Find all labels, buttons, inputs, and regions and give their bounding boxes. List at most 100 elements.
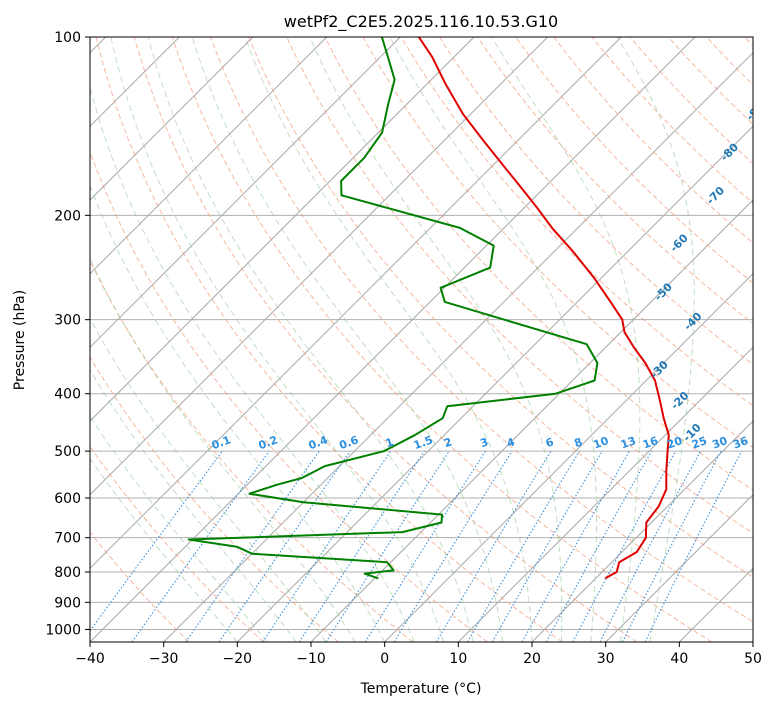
mixing-ratio-line (185, 450, 320, 642)
x-tick-label: 10 (449, 651, 467, 667)
mixing-ratio-label: 36 (731, 434, 750, 452)
mixing-ratio-label: 6 (544, 435, 556, 450)
x-tick-label: −20 (223, 651, 253, 667)
dry-adiabat-line (210, 37, 753, 623)
moist-adiabats (90, 37, 695, 642)
dry-adiabat-line (90, 259, 414, 642)
isotherm-line (236, 125, 753, 642)
y-tick-label: 900 (54, 595, 81, 611)
moist-adiabat-line (309, 37, 563, 642)
mixing-ratio-label: 13 (619, 434, 638, 451)
mixing-ratio-line (364, 450, 486, 642)
moist-adiabat-line (90, 317, 327, 642)
y-tick-label: 500 (54, 444, 81, 460)
mixing-ratio-line (131, 450, 270, 642)
mixing-ratio-label: 3 (478, 435, 490, 450)
x-tick-label: 30 (597, 651, 615, 667)
dry-adiabat-line (90, 531, 190, 642)
profile-series (187, 37, 670, 580)
plot-frame (89, 36, 754, 643)
y-tick-label: 400 (54, 387, 81, 403)
dry-adiabat-line (324, 37, 753, 491)
mixing-ratio-lines (90, 450, 743, 642)
mixing-ratio-line (545, 450, 653, 642)
mixing-ratio-line (572, 450, 677, 642)
x-tick-label: 0 (380, 651, 389, 667)
moist-adiabat-line (244, 37, 533, 642)
mixing-ratio-line (491, 450, 603, 642)
moist-adiabat-line (90, 257, 356, 642)
y-tick-label: 700 (54, 531, 81, 547)
y-tick-label: 200 (54, 208, 81, 224)
dry-adiabat-line (477, 37, 753, 325)
moist-adiabat-line (110, 37, 445, 642)
y-axis-ticks: 100 200 300 400 500 600 700 800 900 1000 (45, 30, 90, 638)
y-tick-label: 600 (54, 491, 81, 507)
mixing-ratio-line (521, 450, 630, 642)
moist-adiabat-line (90, 369, 297, 642)
moist-adiabat-line (90, 415, 268, 642)
moist-adiabat-line (90, 85, 415, 642)
moist-adiabat-line (90, 184, 386, 642)
y-axis-label: Pressure (hPa) (12, 290, 28, 390)
isotherm-line (90, 37, 254, 201)
isotherm-line (90, 37, 622, 570)
contour-labels: 0.10.20.40.611.52346810131620253036-100-… (210, 100, 767, 452)
isotherm-line (90, 37, 328, 275)
isotherm-line (384, 272, 753, 642)
moist-adiabat-line (191, 37, 503, 642)
dry-adiabat-line (133, 37, 638, 642)
mixing-ratio-label: 0.4 (307, 433, 330, 452)
x-tick-label: 20 (523, 651, 541, 667)
x-tick-label: −40 (75, 651, 105, 667)
isotherm-line (163, 51, 753, 642)
dry-adiabat-line (95, 37, 563, 642)
isotherm-line (90, 37, 696, 642)
dry-adiabat-label: -90 (744, 100, 767, 123)
mixing-ratio-label: 2 (442, 435, 454, 450)
mixing-ratio-line (90, 450, 223, 632)
pressure-grid (90, 37, 753, 630)
x-tick-label: −10 (296, 651, 326, 667)
mixing-ratio-label: 1 (384, 435, 396, 450)
dry-adiabat-line (286, 37, 753, 534)
x-tick-label: 40 (670, 651, 688, 667)
isotherm-line (90, 37, 549, 496)
dry-adiabat-line (362, 37, 753, 449)
dry-adiabats (90, 37, 753, 642)
dry-adiabat-line (248, 37, 753, 578)
y-tick-label: 800 (54, 565, 81, 581)
dry-adiabat-line (171, 37, 712, 642)
dry-adiabat-line (400, 37, 753, 407)
mixing-ratio-line (621, 450, 722, 642)
isotherm-line (90, 37, 401, 349)
mixing-ratio-line (325, 450, 450, 642)
mixing-ratio-line (298, 450, 425, 642)
mixing-ratio-label: 8 (572, 435, 584, 450)
x-tick-label: −30 (149, 651, 179, 667)
mixing-ratio-label: 20 (665, 434, 684, 452)
y-tick-label: 300 (54, 313, 81, 329)
mixing-ratio-line (218, 450, 351, 642)
mixing-ratio-label: 4 (505, 435, 517, 450)
y-tick-label: 100 (54, 30, 81, 46)
mixing-ratio-line (644, 450, 743, 642)
x-axis-label: Temperature (°C) (360, 681, 482, 697)
mixing-ratio-label: 25 (690, 434, 709, 451)
dry-adiabat-line (438, 37, 753, 366)
mixing-ratio-label: 0.6 (338, 433, 361, 452)
moist-adiabat-line (491, 37, 641, 642)
moist-adiabat-line (90, 457, 238, 642)
dry-adiabat-line (591, 37, 753, 204)
mixing-ratio-label: 30 (710, 434, 729, 452)
mixing-ratio-line (599, 450, 701, 642)
dry-adiabat-line (553, 37, 753, 244)
mixing-ratio-label: 16 (641, 434, 660, 452)
mixing-ratio-line (393, 450, 513, 642)
mixing-ratio-label: 1.5 (412, 433, 435, 452)
moist-adiabat-line (147, 37, 474, 642)
temperature-profile-line (417, 37, 670, 580)
mixing-ratio-label: 0.2 (257, 433, 280, 452)
